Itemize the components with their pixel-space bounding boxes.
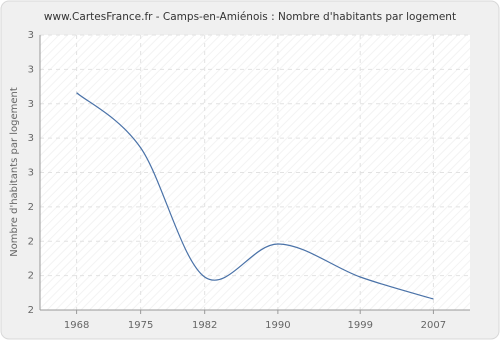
- y-tick-label: 3: [28, 168, 34, 179]
- y-tick-label: 2: [28, 236, 34, 247]
- y-tick-label: 2: [28, 271, 34, 282]
- x-tick-label: 1982: [192, 320, 217, 331]
- x-tick-label: 1999: [347, 320, 372, 331]
- y-axis-label: Nombre d'habitants par logement: [9, 87, 20, 257]
- y-tick-label: 2: [28, 305, 34, 316]
- x-tick-label: 1990: [265, 320, 290, 331]
- y-tick-label: 3: [28, 64, 34, 75]
- x-tick-label: 1968: [64, 320, 89, 331]
- y-tick-label: 3: [28, 133, 34, 144]
- y-tick-label: 3: [28, 30, 34, 41]
- plot-area: [40, 35, 470, 310]
- y-tick-label: 2: [28, 202, 34, 213]
- x-tick-label: 2007: [421, 320, 446, 331]
- x-tick-label: 1975: [128, 320, 153, 331]
- chart-title: www.CartesFrance.fr - Camps-en-Amiénois …: [44, 11, 456, 23]
- y-tick-label: 3: [28, 99, 34, 110]
- line-series: [76, 92, 434, 300]
